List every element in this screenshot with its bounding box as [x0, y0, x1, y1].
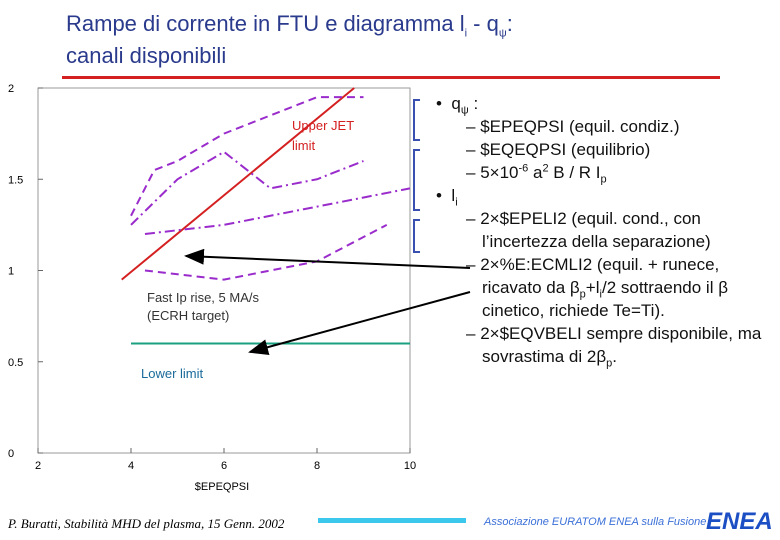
curve [130, 150, 364, 226]
legend-brackets [413, 99, 420, 253]
text: B / R I [548, 163, 601, 182]
text: : [468, 94, 479, 113]
annotation: Lower limit [141, 366, 204, 381]
plot: 0 0.5 1 1.5 2 2 4 6 8 10 $EPEQPSI Upper JET limit… [8, 83, 420, 493]
bullet: • qψ : [436, 94, 479, 117]
sub-bullet: – 2×%E:ECMLI2 (equil. + runece, ricavato… [466, 255, 728, 320]
annotation: (ECRH target) [147, 308, 229, 323]
footer-assoc: Associazione EURATOM ENEA sulla Fusione [484, 516, 707, 528]
sub: i [455, 196, 458, 209]
sub-bullet: – $EPEQPSI (equil. condiz.) [466, 117, 680, 136]
sub-bullet: – 5×10-6 a2 B / R Ip [466, 162, 607, 186]
sup: 2 [542, 162, 549, 175]
x-tick-label: 6 [221, 460, 227, 472]
text: 5×10 [480, 163, 519, 182]
title-rule [62, 76, 720, 79]
text: $EQEQPSI (equilibrio) [480, 140, 651, 159]
sub: p [579, 288, 586, 301]
y-tick-label: 2 [8, 83, 14, 95]
sub: ψ [460, 104, 469, 117]
sub: p [600, 173, 607, 186]
title-text: - q [467, 11, 499, 36]
annotation: limit [292, 138, 315, 153]
title-text: : [506, 11, 513, 36]
bullet-list: • qψ : – $EPEQPSI (equil. condiz.) – $EQ… [436, 92, 771, 370]
text: q [451, 94, 461, 113]
sub: i [599, 288, 602, 301]
text: +l [585, 278, 600, 297]
text: a [528, 163, 543, 182]
x-tick-label: 2 [35, 460, 41, 472]
sup: -6 [518, 162, 529, 175]
text: l [451, 186, 456, 205]
plot-frame [37, 87, 411, 454]
text: /2 sottraendo il β cinetico, richiede Te… [482, 278, 728, 320]
text: 2×$EQVBELI sempre disponibile, ma sovras… [480, 324, 762, 366]
bullet: • li [436, 186, 458, 209]
curve [144, 223, 388, 281]
x-tick-label: 10 [404, 460, 416, 472]
annotation: Upper JET [292, 118, 354, 133]
x-tick-label: 8 [314, 460, 320, 472]
curve [144, 187, 411, 235]
y-tick-label: 0 [8, 448, 14, 460]
annotation: Fast Ip rise, 5 MA/s [147, 290, 259, 305]
footer-bar [318, 518, 466, 523]
text: 2×$EPELI2 (equil. cond., con l’incertezz… [480, 209, 711, 251]
upper-limit [121, 87, 355, 281]
title-text: Rampe di corrente in FTU e diagramma l [66, 11, 465, 36]
text: 2×%E:ECMLI2 (equil. + runece, ricavato d… [480, 255, 720, 297]
sub: p [606, 357, 613, 370]
sub-bullet: – 2×$EPELI2 (equil. cond., con l’incerte… [466, 209, 711, 251]
sub-bullet: – $EQEQPSI (equilibrio) [466, 140, 651, 159]
text: . [612, 347, 617, 366]
curve [130, 96, 364, 217]
sub-bullet: – 2×$EQVBELI sempre disponibile, ma sovr… [466, 324, 762, 370]
slide-title: Rampe di corrente in FTU e diagramma li … [66, 8, 513, 72]
title-sub: i [464, 27, 468, 40]
x-axis-label: $EPEQPSI [195, 481, 249, 493]
footer-author: P. Buratti, Stabilità MHD del plasma, 15… [8, 516, 285, 531]
logo: ENEA [706, 508, 773, 535]
text: $EPEQPSI (equil. condiz.) [480, 117, 680, 136]
x-tick-label: 4 [128, 460, 134, 472]
y-tick-label: 0.5 [8, 357, 23, 369]
title-sub: ψ [498, 27, 507, 40]
y-tick-label: 1 [8, 266, 14, 278]
y-tick-label: 1.5 [8, 174, 23, 186]
title-line: canali disponibili [66, 43, 227, 68]
